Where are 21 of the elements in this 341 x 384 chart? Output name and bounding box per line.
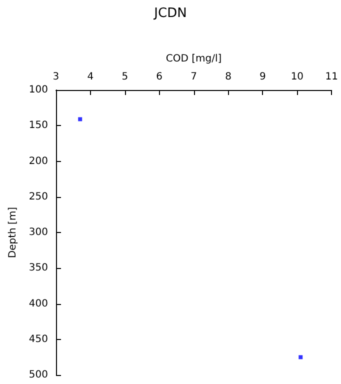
x-tick-label: 11 [325,72,338,82]
y-tick-label: 450 [28,334,48,345]
y-tick-label: 400 [28,298,48,310]
x-tick-label: 6 [156,72,163,82]
x-axis-title: COD [mg/l] [166,54,222,64]
y-tick-label: 500 [28,370,48,380]
y-tick-label: 150 [28,120,48,132]
y-tick-label: 100 [28,84,48,96]
x-tick-label: 5 [122,72,128,82]
y-tick-label: 350 [28,262,48,274]
x-tick-label: 9 [260,72,266,82]
y-tick-label: 300 [28,227,48,238]
x-tick-label: 7 [190,72,197,82]
chart-title: JCDN [153,6,187,21]
x-tick-label: 3 [52,72,60,82]
x-tick-label: 10 [290,72,304,82]
y-axis-title: Depth [m] [8,206,18,258]
y-tick-label: 200 [28,156,48,167]
x-tick-label: 8 [225,72,232,82]
x-tick-label: 4 [87,72,94,82]
y-tick-label: 250 [28,191,48,202]
